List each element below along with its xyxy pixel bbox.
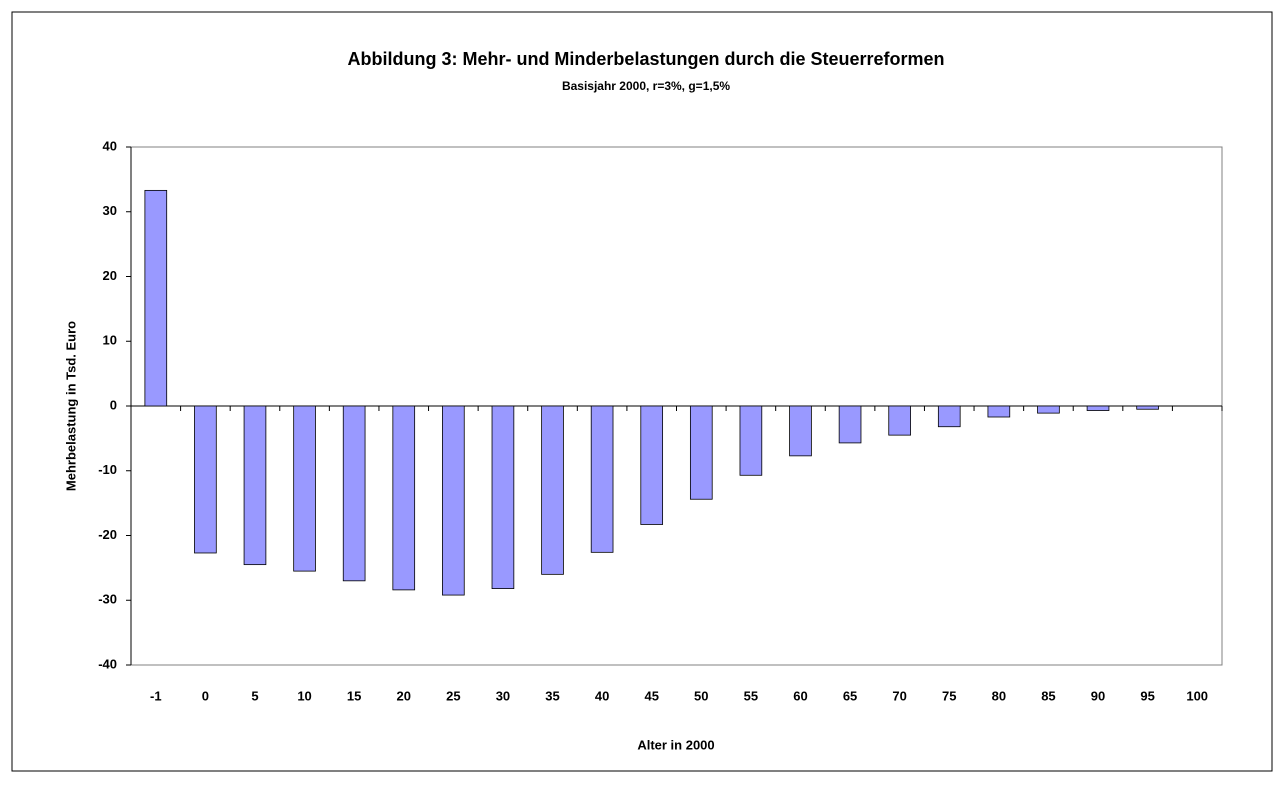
x-tick-label: 40 [595,688,609,703]
x-tick-label: 90 [1091,688,1105,703]
bar [541,405,564,575]
bar [739,405,763,476]
bar [442,405,465,596]
x-axis-title: Alter in 2000 [637,737,714,752]
y-tick-label: 40 [103,138,117,153]
x-tick-label: 45 [644,688,658,703]
x-tick-label: 65 [843,688,857,703]
bar [243,405,267,566]
x-tick-label: 75 [942,688,956,703]
x-tick-label: 55 [744,688,758,703]
y-tick-label: 30 [103,203,117,218]
x-tick-label: 95 [1140,688,1154,703]
x-tick-label: 20 [397,688,411,703]
bar [987,405,1011,418]
y-tick-label: 10 [103,333,117,348]
chart-frame [11,11,1273,772]
bar [789,405,812,457]
bar [144,189,168,407]
y-tick-label: -40 [98,656,117,671]
x-tick-label: 70 [892,688,906,703]
x-tick-label: 100 [1186,688,1208,703]
y-tick-label: 20 [103,268,117,283]
bar [640,405,664,525]
bar [1037,405,1060,414]
x-tick-label: 85 [1041,688,1055,703]
bar [888,405,911,436]
x-tick-label: 80 [992,688,1006,703]
bar [838,405,862,444]
bar [1136,405,1159,410]
bar [937,405,961,428]
y-tick-label: 0 [110,397,117,412]
x-tick-label: -1 [150,688,162,703]
bar [590,405,614,553]
y-axis-title: Mehrbelastung in Tsd. Euro [63,321,78,491]
x-tick-label: 30 [496,688,510,703]
chart-subtitle: Basisjahr 2000, r=3%, g=1,5% [562,79,730,93]
x-tick-label: 35 [545,688,559,703]
x-tick-label: 15 [347,688,361,703]
y-tick-label: -30 [98,592,117,607]
x-tick-label: 60 [793,688,807,703]
chart-title: Abbildung 3: Mehr- und Minderbelastungen… [347,49,944,69]
bar [1086,405,1110,411]
bar [491,405,515,589]
bar [392,405,416,591]
bar [293,405,316,572]
y-tick-label: -10 [98,462,117,477]
x-tick-label: 10 [297,688,311,703]
bar [194,405,217,554]
bar [689,405,713,500]
x-tick-label: 50 [694,688,708,703]
bar [342,405,366,582]
x-tick-label: 0 [202,688,209,703]
y-tick-label: -20 [98,527,117,542]
x-tick-label: 5 [251,688,258,703]
x-tick-label: 25 [446,688,460,703]
